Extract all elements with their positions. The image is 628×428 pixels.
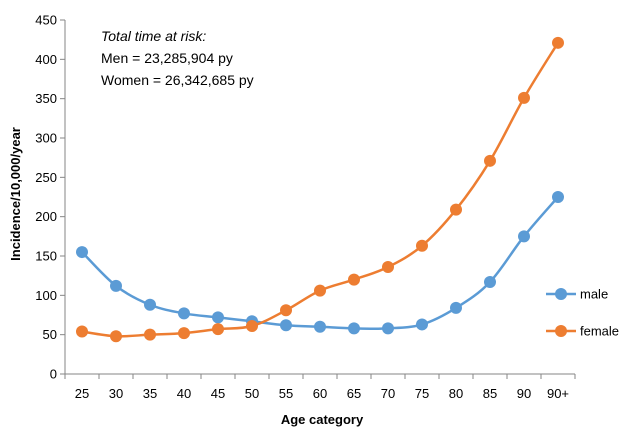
x-tick-label: 35 xyxy=(143,386,157,401)
x-tick-label: 75 xyxy=(415,386,429,401)
y-tick-label: 0 xyxy=(50,367,57,382)
data-point-male xyxy=(212,311,224,324)
y-tick-labels: 0 50 100 150 200 250 300 350 400 450 xyxy=(35,13,65,382)
annotation-line-women: Women = 26,342,685 py xyxy=(101,72,254,88)
x-tick-label: 50 xyxy=(245,386,259,401)
annotation: Total time at risk: Men = 23,285,904 py … xyxy=(101,28,254,88)
x-tick-label: 90+ xyxy=(547,386,569,401)
legend-item-female: female xyxy=(546,324,619,339)
legend-label-female: female xyxy=(580,324,619,339)
data-point-male xyxy=(518,230,530,243)
x-tick-label: 25 xyxy=(75,386,89,401)
y-tick-label: 250 xyxy=(35,170,57,185)
data-point-male xyxy=(382,322,394,335)
data-point-male xyxy=(484,275,496,288)
x-tick-label: 40 xyxy=(177,386,191,401)
data-point-female xyxy=(246,320,258,333)
data-point-male xyxy=(416,318,428,331)
x-axis-title: Age category xyxy=(281,412,364,427)
x-tick-label: 60 xyxy=(313,386,327,401)
x-tick-label: 65 xyxy=(347,386,361,401)
annotation-title: Total time at risk: xyxy=(101,28,206,44)
data-point-female xyxy=(178,327,190,340)
x-tick-label: 85 xyxy=(483,386,497,401)
data-point-female xyxy=(552,36,564,49)
legend-label-male: male xyxy=(580,287,608,302)
data-point-male xyxy=(348,322,360,335)
y-tick-label: 150 xyxy=(35,249,57,264)
y-tick-label: 350 xyxy=(35,91,57,106)
series-male xyxy=(76,191,564,335)
data-point-female xyxy=(144,328,156,341)
data-point-female xyxy=(348,273,360,286)
data-point-female xyxy=(212,323,224,336)
data-point-female xyxy=(110,330,122,343)
data-point-female xyxy=(416,239,428,252)
axes: 0 50 100 150 200 250 300 350 400 450 25 30 35 40 45 50… xyxy=(35,13,576,401)
data-point-female xyxy=(450,203,462,216)
data-point-female xyxy=(518,91,530,104)
legend-marker-female xyxy=(555,325,567,337)
x-tick-label: 45 xyxy=(211,386,225,401)
data-point-male xyxy=(76,246,88,259)
x-tick-labels: 25 30 35 40 45 50 55 60 65 70 75 80 85 90 90+ xyxy=(64,374,576,401)
x-tick-label: 55 xyxy=(279,386,293,401)
legend-item-male: male xyxy=(546,287,608,302)
y-tick-label: 300 xyxy=(35,131,57,146)
data-point-male xyxy=(552,191,564,203)
data-point-female xyxy=(76,325,88,338)
data-point-female xyxy=(280,304,292,317)
x-tick-label: 70 xyxy=(381,386,395,401)
y-axis-title: Incidence/10,000/year xyxy=(8,127,23,261)
y-tick-label: 200 xyxy=(35,209,57,224)
y-tick-label: 450 xyxy=(35,13,57,28)
x-tick-label: 30 xyxy=(109,386,123,401)
series-female xyxy=(76,36,564,343)
data-point-male xyxy=(178,307,190,320)
data-point-male xyxy=(110,279,122,292)
data-point-female xyxy=(314,284,326,297)
data-point-male xyxy=(314,320,326,333)
legend-marker-male xyxy=(555,288,567,300)
y-tick-label: 100 xyxy=(35,288,57,303)
data-point-female xyxy=(484,154,496,167)
x-tick-label: 80 xyxy=(449,386,463,401)
y-tick-label: 50 xyxy=(43,327,57,342)
data-point-male xyxy=(280,319,292,332)
annotation-line-men: Men = 23,285,904 py xyxy=(101,50,233,66)
legend: male female xyxy=(546,287,619,339)
x-tick-label: 90 xyxy=(517,386,531,401)
series-layer xyxy=(76,36,564,343)
data-point-male xyxy=(144,298,156,311)
data-point-female xyxy=(382,261,394,274)
data-point-male xyxy=(450,301,462,314)
y-tick-label: 400 xyxy=(35,52,57,67)
